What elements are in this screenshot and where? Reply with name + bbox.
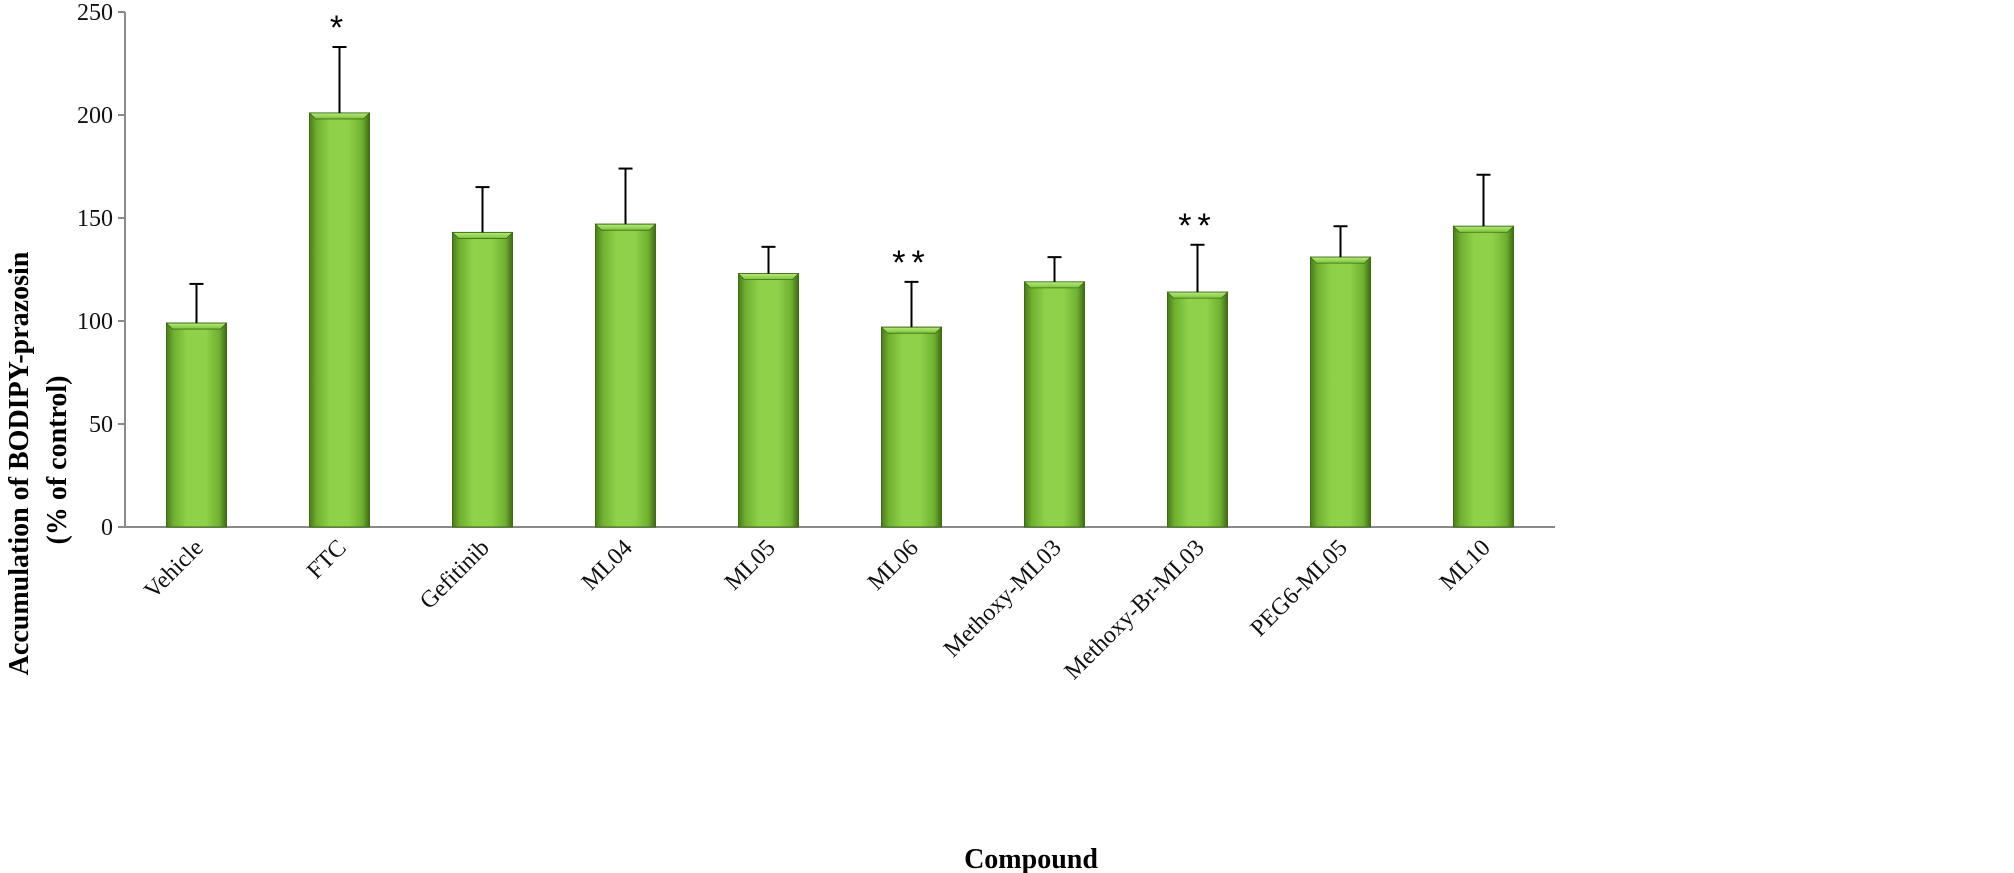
bar-top-bevel <box>880 326 943 334</box>
y-tick-label: 150 <box>77 206 113 232</box>
y-axis: 0 50 100 150 200 250 <box>77 0 126 541</box>
bar <box>166 322 227 528</box>
significance-marker: ** <box>1178 207 1216 245</box>
bar <box>1167 291 1228 528</box>
x-axis-title: Compound <box>964 844 1098 873</box>
bars-group <box>165 112 1515 528</box>
x-tick-label: ML10 <box>1435 535 1496 596</box>
y-axis-title-line-2: (% of control) <box>42 376 73 545</box>
x-tick-label: ML06 <box>863 535 924 596</box>
y-tick-label: 50 <box>89 412 113 438</box>
significance-marker: ** <box>892 244 930 282</box>
bar-top-bevel <box>594 223 657 231</box>
y-tick-label: 250 <box>77 0 113 26</box>
bar <box>1024 281 1085 528</box>
x-tick-label: PEG6-ML05 <box>1246 535 1353 642</box>
bar <box>738 273 799 528</box>
x-tick-label: ML04 <box>577 535 638 596</box>
bar <box>309 112 370 528</box>
significance-marker: * <box>330 9 349 47</box>
bar-top-bevel <box>451 232 514 239</box>
y-tick-label: 200 <box>77 103 113 129</box>
bar-top-bevel <box>1452 225 1515 233</box>
x-tick-label: Gefitinib <box>415 535 495 615</box>
bar <box>1310 256 1371 528</box>
x-tick-label: ML05 <box>720 535 781 596</box>
bar <box>595 223 656 528</box>
bar-top-bevel <box>165 322 228 330</box>
y-axis-title: Accumulation of BODIPY-prazosin (% of co… <box>4 245 73 676</box>
bar-top-bevel <box>1309 256 1372 264</box>
x-tick-label: Methoxy-ML03 <box>939 535 1067 663</box>
bar <box>881 326 942 528</box>
y-axis-title-line-1: Accumulation of BODIPY-prazosin <box>4 251 35 675</box>
bar <box>1453 225 1514 528</box>
x-tick-label: Vehicle <box>139 535 208 604</box>
error-bars-group <box>189 46 1491 328</box>
y-tick-label: 100 <box>77 309 113 335</box>
x-tick-label: FTC <box>302 535 352 585</box>
x-tick-label: Methoxy-Br-ML03 <box>1060 535 1210 685</box>
y-tick-label: 0 <box>101 515 113 541</box>
significance-markers: ***** <box>330 9 1216 282</box>
bar-top-bevel <box>1023 281 1086 289</box>
bar-top-bevel <box>308 112 371 120</box>
bar-top-bevel <box>1166 291 1229 299</box>
bar <box>452 231 513 528</box>
x-tick-labels: Vehicle FTC Gefitinib ML04 ML05 ML06 Methoxy-M… <box>139 535 1495 685</box>
bar-top-bevel <box>737 273 800 281</box>
